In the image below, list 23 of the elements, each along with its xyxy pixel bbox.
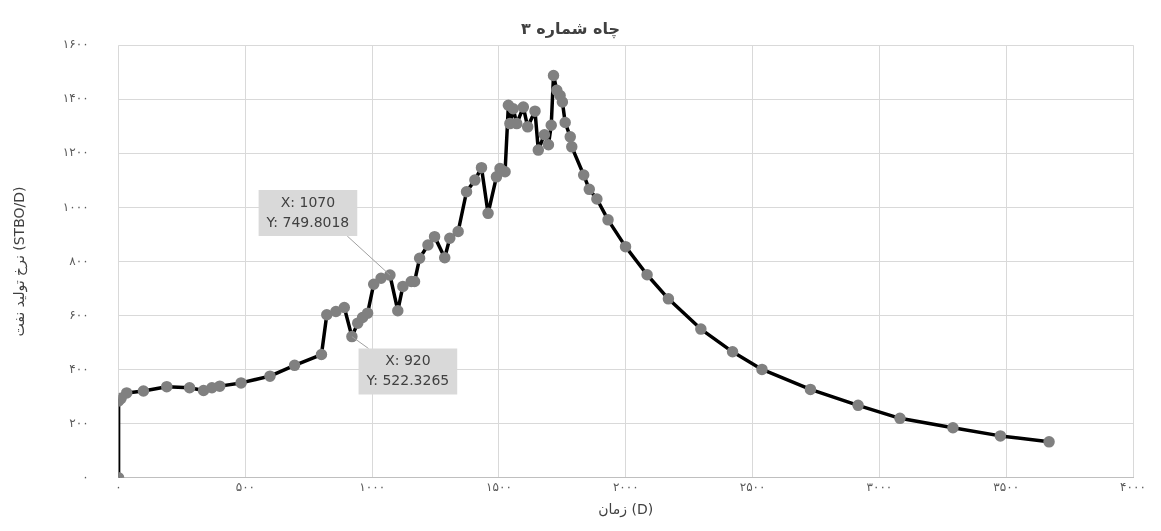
y-tick-label: ۶۰۰ xyxy=(69,307,89,322)
y-tick-label: ۰ xyxy=(82,469,89,484)
annotation: X: 1070 Y: 749.8018 xyxy=(265,193,350,230)
x-tick-label: ۴۰۰۰ xyxy=(1120,480,1146,495)
x-tick-label: ۰ xyxy=(115,480,122,495)
chart-title: چاه شماره ۳ xyxy=(520,18,621,39)
y-tick-label: ۱۲۰۰ xyxy=(62,145,89,160)
x-tick-label: ۲۵۰۰ xyxy=(739,480,766,495)
x-tick-label: ۱۰۰۰ xyxy=(359,480,386,495)
y-tick-label: ۴۰۰ xyxy=(69,361,89,376)
y-axis-title: نرخ تولید نفت (STBO/D) xyxy=(11,186,29,337)
y-tick-label: ۲۰۰ xyxy=(69,415,89,430)
y-tick-label: ۱۶۰۰ xyxy=(62,37,89,52)
y-tick-label: ۱۴۰۰ xyxy=(62,91,89,106)
x-axis-title: زمان (D) xyxy=(598,501,654,519)
y-tick-label: ۱۰۰۰ xyxy=(62,199,89,214)
x-tick-label: ۳۵۰۰ xyxy=(993,480,1020,495)
x-tick-label: ۱۵۰۰ xyxy=(486,480,512,495)
x-tick-label: ۲۰۰۰ xyxy=(612,480,639,495)
y-tick-label: ۸۰۰ xyxy=(69,253,89,268)
x-tick-label: ۳۰۰۰ xyxy=(866,480,893,495)
x-tick-label: ۵۰۰ xyxy=(235,480,256,495)
annotation: X: 920 Y: 522.3265 xyxy=(365,352,450,389)
